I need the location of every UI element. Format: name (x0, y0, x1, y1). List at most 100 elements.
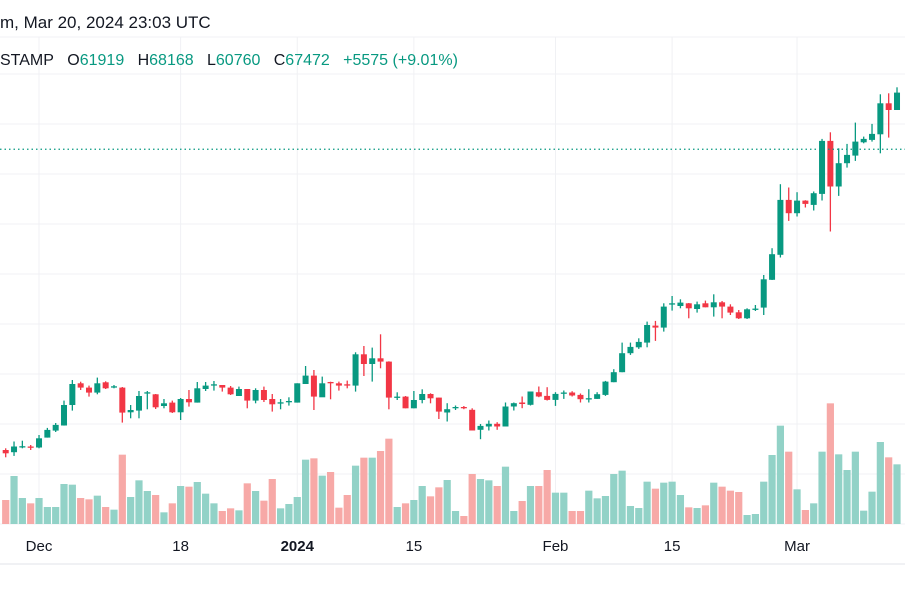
volume-bar (68, 484, 76, 524)
x-tick-label: Feb (542, 538, 569, 555)
close-value: 67472 (285, 52, 330, 69)
volume-bar (660, 482, 668, 524)
candle-body (610, 372, 617, 383)
volume-bar (227, 508, 235, 524)
candle-body (260, 390, 267, 400)
candle-body (510, 403, 517, 407)
candle-body (460, 407, 467, 409)
x-tick-label: Mar (784, 538, 810, 555)
low-value: 60760 (215, 52, 261, 69)
volume-bar (651, 488, 660, 524)
open-label: O (67, 52, 80, 69)
candle-body (310, 375, 317, 397)
volume-bar (743, 515, 751, 524)
candle-body (2, 450, 9, 454)
candle-body (202, 385, 209, 389)
candle-body (444, 409, 451, 413)
candle-body (77, 383, 84, 388)
x-tick-label: 18 (172, 538, 189, 555)
candle-body (594, 394, 601, 399)
candle-body (877, 103, 884, 135)
volume-bar (710, 482, 718, 524)
candle-body (244, 389, 251, 401)
volume-bar (893, 464, 901, 524)
candle-body (769, 254, 776, 280)
candle-body (410, 400, 417, 409)
volume-bar (501, 466, 510, 524)
volume-bar (626, 506, 635, 524)
candle-body (394, 396, 401, 398)
volume-bar (576, 511, 585, 524)
candle-body (227, 387, 234, 395)
high-value: 68168 (149, 52, 194, 69)
volume-bar (418, 486, 426, 524)
title-line: m, Mar 20, 2024 23:03 UTC (0, 13, 211, 32)
ohlc-legend: STAMP O61919 H68168 L60760 C67472 +5575 … (0, 52, 458, 70)
volume-bar (310, 458, 318, 524)
volume-bar (693, 508, 701, 524)
volume-bar (335, 507, 343, 524)
candle-body (469, 409, 476, 431)
volume-bar (202, 493, 210, 524)
candle-body (435, 397, 442, 412)
candle-body (802, 200, 809, 204)
candle-body (485, 423, 492, 427)
candle-body (194, 388, 201, 403)
candle-body (602, 381, 609, 395)
volume-bar (185, 486, 193, 524)
candle-body (785, 199, 792, 214)
volume-bar (585, 490, 593, 524)
candle-body (219, 385, 226, 388)
candle-body (344, 384, 351, 386)
x-tick-label: 15 (663, 538, 681, 555)
volume-bar (701, 505, 710, 524)
volume-bar (385, 438, 393, 524)
volume-bar (526, 486, 535, 524)
volume-bar (426, 496, 435, 524)
volume-bar (27, 503, 35, 524)
candle-body (727, 306, 734, 313)
candle-body (494, 423, 501, 427)
volume-bar (93, 495, 101, 524)
candle-body (36, 438, 43, 448)
candle-body (835, 163, 842, 187)
volume-bar (568, 511, 576, 524)
volume-bar (276, 508, 285, 524)
volume-bar (868, 491, 876, 524)
volume-bar (293, 497, 301, 524)
volume-bar (52, 507, 60, 524)
candle-body (710, 302, 717, 308)
candle-body (44, 429, 51, 438)
volume-bar (285, 504, 293, 524)
volume-bar (885, 457, 893, 524)
volume-bar (193, 482, 201, 524)
volume-bar (127, 497, 135, 524)
candle-body (760, 279, 767, 308)
volume-bar (435, 487, 443, 524)
volume-bar (235, 510, 243, 524)
volume-bar (351, 465, 360, 524)
volume-bar (618, 470, 626, 524)
candle-body (569, 392, 576, 396)
close-label: C (273, 52, 286, 69)
candle-body (277, 402, 284, 404)
volume-bar (135, 480, 143, 524)
volume-bar (360, 457, 368, 524)
candle-body (352, 354, 359, 386)
candle-body (852, 141, 859, 156)
grid-lines (0, 36, 905, 525)
candle-body (177, 399, 184, 413)
volume-bar (851, 451, 859, 524)
candle-body (752, 308, 759, 310)
high-label: H (137, 52, 150, 69)
volume-bar (843, 470, 851, 524)
volume-bar (2, 500, 10, 524)
candle-body (702, 303, 709, 308)
volume-bar (776, 425, 784, 524)
candle-body (552, 393, 559, 400)
volume-bar (35, 498, 43, 524)
candle-body (419, 394, 426, 400)
volume-bar (401, 503, 410, 524)
volume-bar (476, 479, 485, 524)
